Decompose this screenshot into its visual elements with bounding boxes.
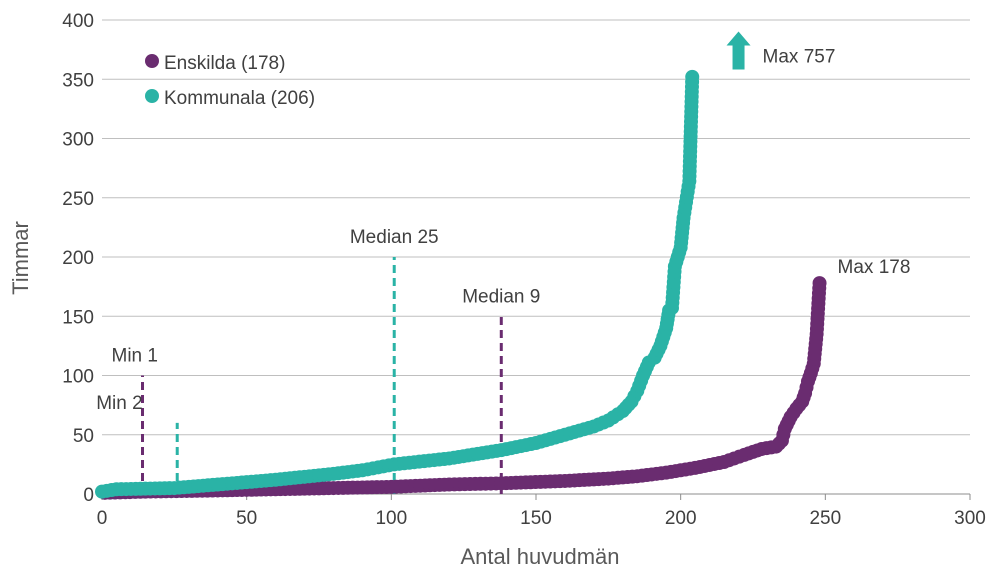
annotation-label: Max 757 bbox=[763, 47, 836, 68]
annotation-label: Median 9 bbox=[462, 286, 540, 307]
legend: Enskilda (178) Kommunala (206) bbox=[145, 53, 315, 109]
x-tick-label: 150 bbox=[520, 508, 552, 529]
data-points bbox=[95, 69, 827, 500]
y-tick-label: 250 bbox=[62, 189, 94, 210]
gridlines bbox=[102, 19, 970, 495]
x-axis-title: Antal huvudmän bbox=[461, 544, 620, 569]
x-tick-label: 200 bbox=[665, 508, 697, 529]
y-axis: 0 50 100 150 200 250 300 350 400 bbox=[62, 11, 94, 506]
annotation-lines bbox=[141, 257, 503, 494]
annotation-label: Min 2 bbox=[96, 393, 142, 414]
y-tick-label: 300 bbox=[62, 130, 94, 151]
y-tick-label: 350 bbox=[62, 70, 94, 91]
annotation-label: Min 1 bbox=[112, 346, 158, 367]
x-tick-label: 300 bbox=[954, 508, 986, 529]
annotation-label: Median 25 bbox=[350, 227, 439, 248]
data-point bbox=[812, 276, 827, 291]
x-tick-label: 0 bbox=[97, 508, 108, 529]
y-tick-label: 100 bbox=[62, 367, 94, 388]
up-arrow-icon bbox=[726, 31, 751, 70]
x-tick-label: 250 bbox=[809, 508, 841, 529]
x-axis: 0 50 100 150 200 250 300 bbox=[97, 494, 986, 529]
legend-marker bbox=[145, 89, 159, 103]
x-tick-label: 50 bbox=[236, 508, 257, 529]
y-tick-label: 400 bbox=[62, 11, 94, 32]
legend-marker bbox=[145, 54, 159, 68]
legend-label: Kommunala (206) bbox=[164, 88, 315, 109]
y-tick-label: 150 bbox=[62, 307, 94, 328]
x-tick-label: 100 bbox=[375, 508, 407, 529]
annotation-label: Max 178 bbox=[838, 257, 911, 278]
data-point bbox=[685, 69, 700, 84]
y-axis-title: Timmar bbox=[8, 221, 33, 295]
annotation-labels: Min 1 Min 2 Median 25 Median 9 Max 178 Max 75… bbox=[96, 31, 911, 414]
legend-label: Enskilda (178) bbox=[164, 53, 285, 74]
y-tick-label: 0 bbox=[83, 485, 94, 506]
y-tick-label: 50 bbox=[73, 426, 94, 447]
y-tick-label: 200 bbox=[62, 248, 94, 269]
